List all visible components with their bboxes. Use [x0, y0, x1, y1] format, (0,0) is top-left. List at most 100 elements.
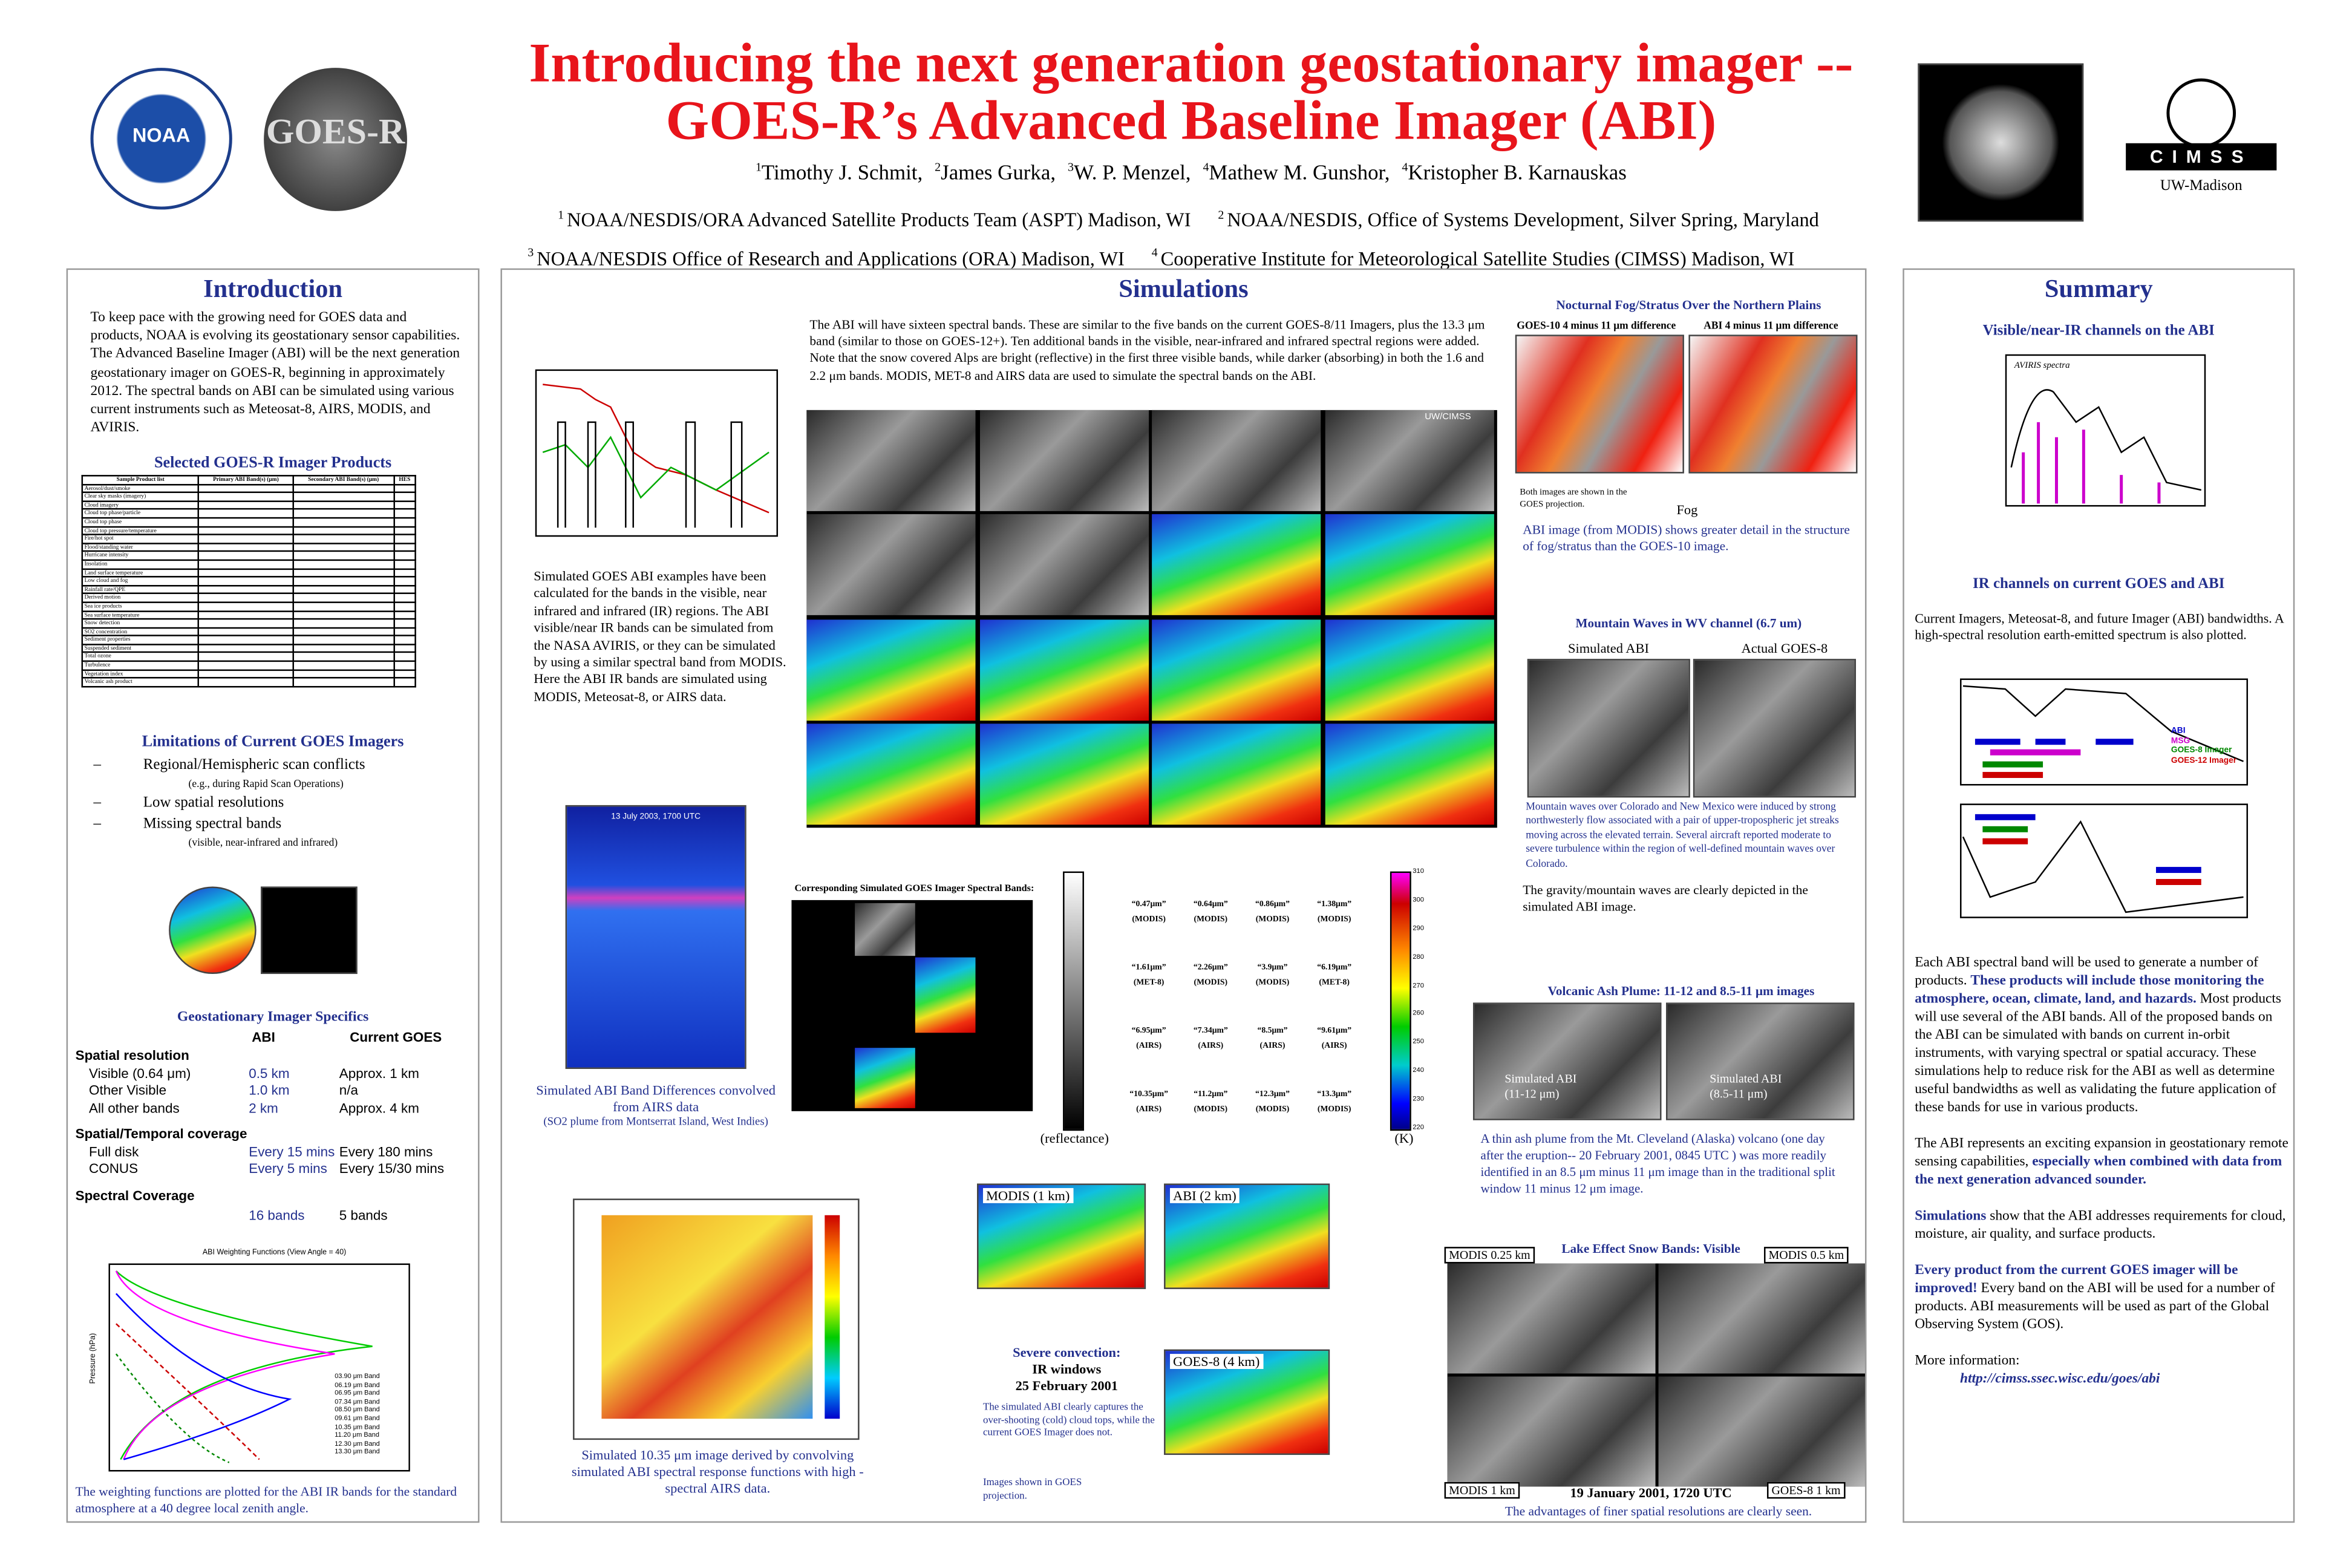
cell: [393, 500, 416, 511]
title: Introducing the next generation geostati…: [422, 36, 1960, 151]
color-bar-tick: 270: [1413, 981, 1425, 988]
spec-cell: 0.5 km: [249, 1065, 290, 1080]
spec-cell: Spatial resolution: [75, 1048, 189, 1063]
cell: [393, 635, 416, 645]
cell: [198, 584, 294, 595]
spec-row: All other bands 2 km Approx. 4 km: [76, 1100, 468, 1117]
cell: [198, 618, 294, 629]
author-name: Timothy J. Schmit,: [761, 162, 923, 185]
cell: [393, 525, 416, 536]
cell: Fire/hot spot: [81, 534, 200, 544]
goesr-label: GOES-R: [266, 113, 405, 152]
cell: [198, 534, 294, 544]
band-tile: [979, 410, 1148, 511]
band-wavelength: “0.86μm”: [1255, 900, 1290, 909]
spec-cell: Every 180 mins: [339, 1143, 433, 1159]
band-image-grid: [806, 410, 1497, 828]
band-tile: [806, 514, 976, 616]
unit-label: (reflectance): [1040, 1131, 1109, 1146]
cell: [292, 601, 395, 612]
note: Both images are shown in the GOES projec…: [1520, 488, 1627, 510]
cell: [393, 668, 416, 679]
cell: Volcanic ash product: [81, 677, 200, 688]
cell: [393, 508, 416, 519]
author: 4Mathew M. Gunshor,: [1203, 160, 1390, 185]
band-wavelength: “13.3μm”: [1317, 1089, 1352, 1099]
cimss-logo: CIMSS: [2111, 76, 2292, 178]
cell: [292, 593, 395, 603]
spec-cell: 2 km: [249, 1100, 278, 1116]
table-row: Cloud top phase/particle: [81, 508, 416, 519]
spec-cell: 16 bands: [249, 1207, 305, 1223]
abi-image: [1688, 335, 1858, 474]
cell: [198, 483, 294, 494]
band-source: (MODIS): [1132, 915, 1166, 924]
caption: The weighting functions are plotted for …: [75, 1483, 457, 1515]
band-source: (AIRS): [1259, 1042, 1285, 1051]
color-bar-tick: 240: [1413, 1066, 1425, 1074]
band-label: “1.61μm” (MET-8): [1116, 961, 1182, 991]
color-bar-ticks: 310 300 290 280 270 260 250 240 230 220: [1413, 867, 1443, 1131]
table-row: Sea surface temperature: [81, 610, 416, 620]
label: ABI 4 minus 11 μm difference: [1704, 319, 1838, 332]
spec-cell: Visible (0.64 μm): [89, 1065, 191, 1080]
caption: The advantages of finer spatial resoluti…: [1504, 1503, 1812, 1518]
caption: Simulated ABI Band Differences convolved…: [535, 1082, 777, 1130]
bullet-text: Missing spectral bands: [143, 815, 282, 832]
band-label: “13.3μm” (MODIS): [1301, 1087, 1368, 1117]
bullet-text: Low spatial resolutions: [143, 794, 284, 811]
band-label: “8.5μm” (AIRS): [1240, 1024, 1306, 1054]
paragraph: Images shown in GOES projection.: [982, 1477, 1082, 1501]
band-label: “10.35μm” (AIRS): [1116, 1087, 1182, 1117]
band-label: “6.95μm” (AIRS): [1116, 1024, 1182, 1054]
cell: Turbulence: [81, 660, 200, 671]
paragraph: Simulations show that the ABI addresses …: [1915, 1207, 2292, 1244]
band-source: (MODIS): [1194, 978, 1228, 988]
specifics: ABI Current GOES Spatial resolution Visible…: [76, 1030, 468, 1225]
band-source: (MODIS): [1194, 1105, 1228, 1114]
band-tile: [806, 619, 976, 720]
cell: Land surface temperature: [81, 567, 200, 578]
table-row: Snow detection: [81, 618, 416, 629]
band-source: (MET-8): [1133, 978, 1165, 988]
author-name: W. P. Menzel,: [1073, 162, 1191, 185]
band-wavelength: “9.61μm”: [1317, 1027, 1352, 1036]
abi-image: [1527, 659, 1690, 798]
legend-entry: 11.20 μm Band: [335, 1431, 379, 1439]
legend-entry: 07.34 μm Band: [335, 1397, 380, 1405]
cell: [198, 525, 294, 536]
band-tile: [1152, 619, 1321, 720]
line: Severe convection:: [1013, 1345, 1121, 1361]
legend-entry: ABI: [2171, 727, 2186, 736]
text-run: especially when combined with data from …: [1915, 1155, 2282, 1188]
legend: ABI MSG GOES-8 Imager GOES-12 Imager: [2171, 727, 2236, 766]
spec-cell: 1.0 km: [249, 1082, 290, 1098]
cell: [393, 618, 416, 629]
affiliation: 4 Cooperative Institute for Meteorologica…: [1152, 237, 1795, 275]
image-label: GOES-8 1 km: [1766, 1481, 1846, 1499]
bullet: – Regional/Hemispheric scan conflicts (e.g…: [94, 757, 467, 790]
table-row: Insolation: [81, 559, 416, 569]
cell: [393, 610, 416, 620]
summary-text: Each ABI spectral band will be used to g…: [1915, 955, 2292, 1389]
goes8-image: [1693, 659, 1857, 798]
cell: [198, 567, 294, 578]
paragraph: Simulated GOES ABI examples have been ca…: [534, 568, 786, 704]
limitations: – Regional/Hemispheric scan conflicts (e.g…: [94, 757, 467, 854]
lake-images: [1447, 1263, 1865, 1487]
spec-row: Spectral Coverage: [76, 1187, 468, 1205]
cell: [393, 492, 416, 502]
band-wavelength: “11.2μm”: [1194, 1089, 1228, 1099]
text-run: show that the ABI addresses requirements…: [1915, 1209, 2286, 1243]
caption-line: Simulated ABI Band Differences convolved…: [536, 1082, 776, 1114]
heading: Lake Effect Snow Bands: Visible: [1561, 1241, 1740, 1256]
legend-entry: GOES-12 Imager: [2171, 756, 2237, 765]
more-info: More information:: [1915, 1354, 2020, 1370]
text-run: These products will include those monito…: [1915, 974, 2264, 1007]
band-wavelength: “1.38μm”: [1317, 900, 1352, 909]
ash-image: Simulated ABI (11-12 μm): [1472, 1002, 1662, 1120]
legend-entry: 10.35 μm Band: [335, 1422, 380, 1431]
text-run: Simulations: [1915, 1209, 1987, 1224]
cell: [198, 542, 294, 552]
cell: [393, 652, 416, 662]
